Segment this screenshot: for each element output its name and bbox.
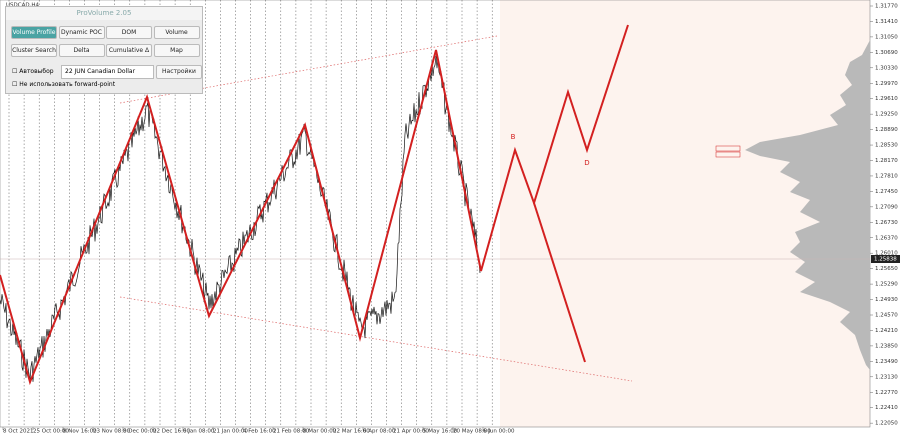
y-tick-label: 1.25290 (875, 282, 898, 288)
x-tick-label: 25 Oct 00:00 (33, 429, 69, 435)
auto-select[interactable]: ☐ Автовыбор (12, 68, 54, 75)
y-tick-label: 1.27810 (875, 173, 898, 179)
settings-button[interactable]: Настройки (156, 65, 202, 79)
x-tick-label: 22 Dec 16:00 (153, 429, 190, 435)
x-tick-label: 8 Dec 00:00 (123, 429, 157, 435)
x-tick-label: 21 Jan 00:00 (213, 429, 248, 435)
panel-button[interactable]: Volume Profile (11, 26, 57, 39)
y-tick-label: 1.28890 (875, 127, 898, 133)
y-tick-label: 1.27090 (875, 204, 898, 210)
y-tick-label: 1.29610 (875, 96, 898, 102)
x-tick-label: 6 Jun 00:00 (483, 429, 515, 435)
x-tick-label: 21 Apr 00:00 (393, 429, 429, 435)
y-tick-label: 1.29970 (875, 81, 898, 87)
wave-label: D (584, 159, 589, 167)
x-tick-label: 5 May 16:00 (423, 429, 458, 435)
panel-button[interactable]: Cumulative Δ (106, 44, 152, 57)
current-price-box (871, 255, 900, 263)
y-tick-label: 1.24210 (875, 328, 898, 334)
level-box (715, 151, 741, 158)
level-box (715, 145, 741, 152)
x-tick-label: 6 Jan 08:00 (183, 429, 215, 435)
current-price: 1.25838 (874, 257, 897, 263)
y-tick-label: 1.22050 (875, 421, 898, 427)
y-tick-label: 1.26010 (875, 251, 898, 257)
channel-bottom (119, 296, 633, 382)
wave-zigzag (0, 24, 629, 386)
x-tick-label: 22 Mar 16:00 (333, 429, 370, 435)
y-tick-label: 1.30690 (875, 50, 898, 56)
panel-button[interactable]: Dynamic POC (58, 26, 105, 39)
instrument-select[interactable]: 22 JUN Canadian Dollar (61, 65, 154, 79)
panel-button[interactable]: Volume (153, 26, 200, 39)
y-tick-label: 1.22410 (875, 405, 898, 411)
x-tick-label: 23 Nov 08:00 (93, 429, 131, 435)
y-tick-label: 1.25650 (875, 266, 898, 272)
x-tick-label: 6 Apr 08:00 (363, 429, 396, 435)
y-tick-label: 1.28530 (875, 143, 898, 149)
y-tick-label: 1.23130 (875, 374, 898, 380)
y-tick-label: 1.26370 (875, 235, 898, 241)
panel-button[interactable]: Delta (58, 44, 105, 57)
x-tick-label: 8 Mar 00:00 (303, 429, 337, 435)
forward-label: Не использовать forward-point (19, 81, 116, 88)
x-tick-label: 8 Nov 16:00 (63, 429, 97, 435)
symbol-label: USDCAD,H4 (6, 3, 39, 9)
instrument: 22 JUN Canadian Dollar (65, 68, 136, 75)
y-tick-label: 1.26730 (875, 220, 898, 226)
y-tick-label: 1.31410 (875, 19, 898, 25)
x-tick-label: 20 May 08:00 (453, 429, 491, 435)
panel-button[interactable]: Cluster Search (11, 44, 57, 57)
y-tick-label: 1.29250 (875, 112, 898, 118)
provolume-panel: ProVolume 2.05 Volume Profile Dynamic POC… (5, 6, 203, 94)
y-tick-label: 1.27450 (875, 189, 898, 195)
y-tick-label: 1.30330 (875, 65, 898, 71)
panel-title: ProVolume 2.05 (6, 7, 202, 20)
y-tick-label: 1.31050 (875, 34, 898, 40)
auto-label: Автовыбор (19, 68, 54, 75)
y-tick-label: 1.23850 (875, 343, 898, 349)
x-tick-label: 21 Feb 08:00 (273, 429, 310, 435)
x-tick-label: 8 Oct 2021 (3, 429, 34, 435)
y-tick-label: 1.23490 (875, 359, 898, 365)
y-tick-label: 1.31770 (875, 4, 898, 10)
y-tick-label: 1.24570 (875, 313, 898, 319)
y-tick-label: 1.28170 (875, 158, 898, 164)
price-bars (0, 55, 481, 382)
panel-button[interactable]: Map (153, 44, 200, 57)
y-tick-label: 1.24930 (875, 297, 898, 303)
x-tick-label: 4 Feb 16:00 (243, 429, 276, 435)
wave-alt (533, 202, 586, 363)
y-tick-label: 1.22770 (875, 390, 898, 396)
panel-button[interactable]: DOM (106, 26, 152, 39)
volume-profile (745, 40, 870, 370)
wave-label: B (511, 133, 516, 141)
forward-point[interactable]: ☐ Не использовать forward-point (12, 81, 116, 88)
